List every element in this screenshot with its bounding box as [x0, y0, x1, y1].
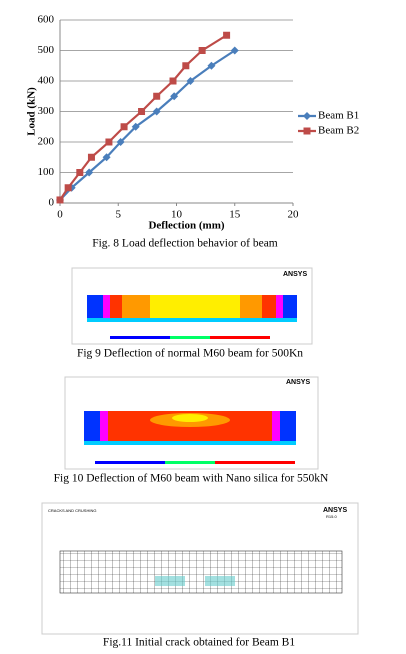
- point: [170, 92, 179, 101]
- caption: Fig 10 Deflection of M60 beam with Nano …: [54, 473, 329, 485]
- legend-label: Beam B1: [318, 110, 359, 122]
- point: [87, 153, 95, 161]
- x-tick-label: 15: [229, 209, 241, 221]
- x-tick-label: 0: [57, 209, 63, 221]
- point: [64, 184, 72, 192]
- point: [56, 196, 64, 204]
- ansys-image: ANSYS: [71, 267, 313, 345]
- caption: Fig.11 Initial crack obtained for Beam B…: [103, 637, 295, 649]
- y-tick-label: 300: [38, 105, 55, 117]
- legend-label: Beam B2: [318, 125, 359, 137]
- point: [138, 108, 146, 115]
- ansys-image: ANSYS: [64, 376, 319, 470]
- point: [182, 62, 190, 70]
- point: [152, 107, 161, 116]
- point: [207, 61, 216, 70]
- y-tick-label: 100: [38, 166, 55, 178]
- image-heading: CRACKS AND CRUSHING: [48, 508, 96, 513]
- point: [186, 77, 195, 85]
- point: [102, 153, 111, 162]
- point: [105, 138, 113, 146]
- y-axis-label: Load (kN): [26, 87, 38, 136]
- point: [116, 138, 125, 146]
- ansys-version: R15.0: [326, 514, 337, 519]
- chart: 0 100 200 300 400 500 600 0 5 10 15 20 Deflection (m…: [26, 14, 360, 232]
- legend-marker: [303, 127, 311, 135]
- ansys-image: ANSYS R15.0 CRACKS AND CRUSHING: [41, 502, 359, 635]
- point: [230, 46, 239, 55]
- point: [153, 92, 161, 100]
- y-tick-label: 500: [38, 44, 55, 56]
- point: [85, 168, 94, 177]
- y-tick-label: 200: [38, 136, 55, 148]
- ansys-logo: ANSYS: [283, 271, 307, 278]
- series-line: [59, 49, 236, 201]
- y-tick-label: 400: [38, 75, 55, 87]
- point: [76, 169, 84, 176]
- legend-marker: [303, 112, 311, 120]
- y-tick-label: 0: [49, 197, 55, 209]
- x-tick-label: 10: [171, 209, 183, 221]
- caption: Fig. 8 Load deflection behavior of beam: [92, 238, 278, 250]
- point: [198, 47, 206, 54]
- x-tick-label: 20: [288, 209, 300, 221]
- y-tick-label: 600: [38, 14, 55, 26]
- ansys-logo: ANSYS: [323, 507, 347, 514]
- x-tick-label: 5: [116, 209, 122, 221]
- point: [120, 123, 128, 131]
- caption: Fig 9 Deflection of normal M60 beam for …: [77, 348, 303, 360]
- point: [223, 31, 231, 39]
- ansys-logo: ANSYS: [286, 379, 310, 386]
- point: [131, 122, 140, 131]
- x-axis-label: Deflection (mm): [148, 220, 224, 232]
- point: [169, 77, 177, 85]
